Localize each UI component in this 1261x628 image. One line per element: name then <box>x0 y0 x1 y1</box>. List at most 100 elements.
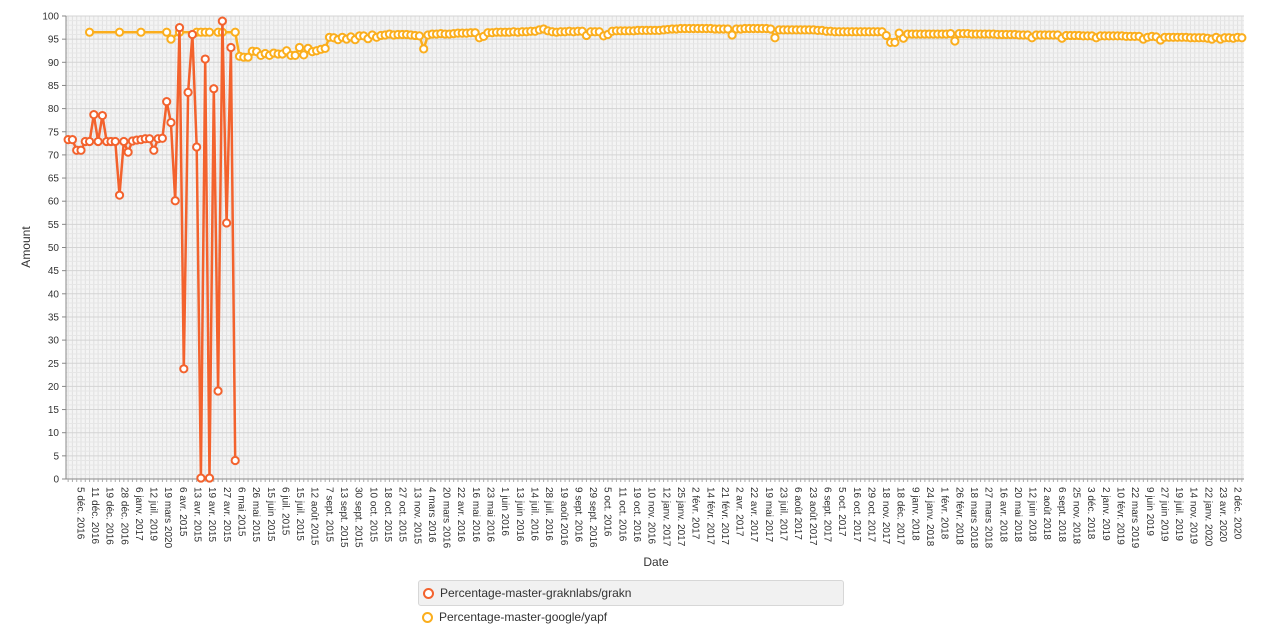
y-tick-label: 50 <box>48 243 60 254</box>
legend-item-grakn[interactable]: Percentage-master-graknlabs/grakn <box>418 580 844 606</box>
data-point-yapf[interactable] <box>299 50 309 60</box>
data-point-yapf[interactable] <box>136 27 146 37</box>
data-point-yapf[interactable] <box>770 33 780 43</box>
x-tick-label: 2 déc. 2020 <box>1232 487 1243 540</box>
x-tick-label: 12 août 2015 <box>309 487 320 546</box>
data-point-grakn[interactable] <box>217 16 227 26</box>
data-point-yapf[interactable] <box>890 37 900 47</box>
x-tick-label: 27 avr. 2015 <box>221 487 232 542</box>
y-tick-label: 5 <box>53 451 59 462</box>
data-point-grakn[interactable] <box>97 110 108 121</box>
data-point-grakn[interactable] <box>84 136 95 147</box>
x-tick-label: 19 juil. 2019 <box>1173 487 1184 541</box>
y-tick-label: 65 <box>48 174 60 185</box>
x-tick-label: 13 juin 2016 <box>514 487 525 542</box>
data-point-grakn[interactable] <box>89 110 99 120</box>
x-tick-label: 21 févr. 2017 <box>719 487 730 545</box>
y-tick-label: 40 <box>48 289 60 300</box>
line-chart: 0 5 10 15 20 25 30 35 40 45 50 55 60 65 70 75 80 85 90 95 10… <box>19 12 1247 569</box>
x-tick-label: 6 avr. 2015 <box>177 487 188 537</box>
legend-item-yapf[interactable]: Percentage-master-google/yapf <box>418 606 844 628</box>
x-tick-label: 26 févr. 2018 <box>953 487 964 545</box>
data-point-yapf[interactable] <box>419 44 429 54</box>
data-point-yapf[interactable] <box>950 36 960 46</box>
x-tick-label: 5 déc. 2016 <box>74 487 85 540</box>
x-tick-label: 19 mars 2020 <box>162 487 173 549</box>
x-axis-title: Date <box>643 555 669 569</box>
data-point-grakn[interactable] <box>93 136 103 147</box>
x-tick-label: 12 juil. 2019 <box>148 487 159 541</box>
data-point-yapf[interactable] <box>1237 33 1247 43</box>
data-point-grakn[interactable] <box>209 84 219 94</box>
data-point-grakn[interactable] <box>200 54 210 64</box>
data-point-yapf[interactable] <box>727 30 737 40</box>
data-point-yapf[interactable] <box>114 27 125 37</box>
legend-marker-icon <box>422 611 433 623</box>
x-tick-label: 24 janv. 2018 <box>924 487 935 547</box>
x-tick-label: 20 mars 2016 <box>441 487 452 549</box>
x-tick-label: 10 févr. 2019 <box>1114 487 1125 545</box>
data-point-grakn[interactable] <box>144 134 155 144</box>
data-point-yapf[interactable] <box>414 31 424 41</box>
data-point-grakn[interactable] <box>166 117 176 128</box>
data-point-grakn[interactable] <box>67 135 78 145</box>
data-point-yapf[interactable] <box>166 34 176 44</box>
data-point-grakn[interactable] <box>110 136 120 147</box>
x-tick-label: 18 déc. 2017 <box>895 487 906 545</box>
data-point-yapf[interactable] <box>945 28 956 39</box>
x-tick-label: 6 août 2017 <box>792 487 803 540</box>
x-tick-label: 23 mai 2016 <box>485 487 496 542</box>
data-point-grakn[interactable] <box>157 133 167 143</box>
data-point-grakn[interactable] <box>183 87 193 97</box>
x-tick-label: 16 oct. 2017 <box>851 487 862 542</box>
x-tick-label: 19 oct. 2016 <box>631 487 642 542</box>
data-point-grakn[interactable] <box>149 145 159 155</box>
data-point-yapf[interactable] <box>204 27 215 37</box>
data-point-grakn[interactable] <box>162 97 172 107</box>
data-point-yapf[interactable] <box>766 24 776 34</box>
data-point-yapf[interactable] <box>290 50 300 60</box>
data-point-grakn[interactable] <box>204 473 215 483</box>
series-layer <box>63 16 1247 483</box>
legend-label: Percentage-master-google/yapf <box>439 610 608 624</box>
data-point-grakn[interactable] <box>187 29 197 40</box>
data-point-grakn[interactable] <box>192 142 202 152</box>
data-point-yapf[interactable] <box>294 42 305 53</box>
data-point-yapf[interactable] <box>320 43 330 54</box>
x-tick-label: 22 avr. 2017 <box>748 487 759 542</box>
data-point-grakn[interactable] <box>123 147 133 157</box>
x-tick-label: 11 déc. 2016 <box>89 487 100 545</box>
data-point-grakn[interactable] <box>179 364 189 374</box>
legend: Percentage-master-graknlabs/grakn Percen… <box>418 580 844 628</box>
y-tick-label: 80 <box>48 104 60 115</box>
data-point-grakn[interactable] <box>230 455 240 466</box>
x-tick-label: 19 déc. 2016 <box>104 487 115 545</box>
x-tick-label: 19 août 2016 <box>558 487 569 546</box>
x-tick-label: 5 oct. 2016 <box>602 487 613 537</box>
data-point-grakn[interactable] <box>196 473 206 483</box>
x-tick-label: 9 janv. 2018 <box>909 487 920 541</box>
x-tick-label: 14 févr. 2017 <box>704 487 715 545</box>
data-point-grakn[interactable] <box>76 145 86 155</box>
x-tick-label: 9 sept. 2016 <box>572 487 583 542</box>
x-tick-label: 6 janv. 2017 <box>133 487 144 541</box>
data-point-yapf[interactable] <box>230 27 240 37</box>
data-point-yapf[interactable] <box>723 24 733 34</box>
y-tick-label: 45 <box>48 266 60 277</box>
y-tick-label: 20 <box>48 382 60 393</box>
data-point-grakn[interactable] <box>114 190 125 200</box>
data-point-grakn[interactable] <box>226 42 236 53</box>
data-point-grakn[interactable] <box>213 386 223 396</box>
data-point-grakn[interactable] <box>222 218 232 228</box>
data-point-yapf[interactable] <box>162 27 172 37</box>
data-point-grakn[interactable] <box>170 196 180 206</box>
data-point-grakn[interactable] <box>119 136 129 147</box>
data-point-grakn[interactable] <box>174 22 185 33</box>
data-point-yapf[interactable] <box>881 30 891 41</box>
data-point-yapf[interactable] <box>243 52 253 62</box>
x-tick-label: 27 mars 2018 <box>983 487 994 549</box>
x-tick-label: 6 mai 2015 <box>235 487 246 537</box>
x-tick-label: 2 août 2018 <box>1041 487 1052 540</box>
x-tick-label: 6 juil. 2015 <box>279 487 290 536</box>
data-point-yapf[interactable] <box>84 27 95 37</box>
